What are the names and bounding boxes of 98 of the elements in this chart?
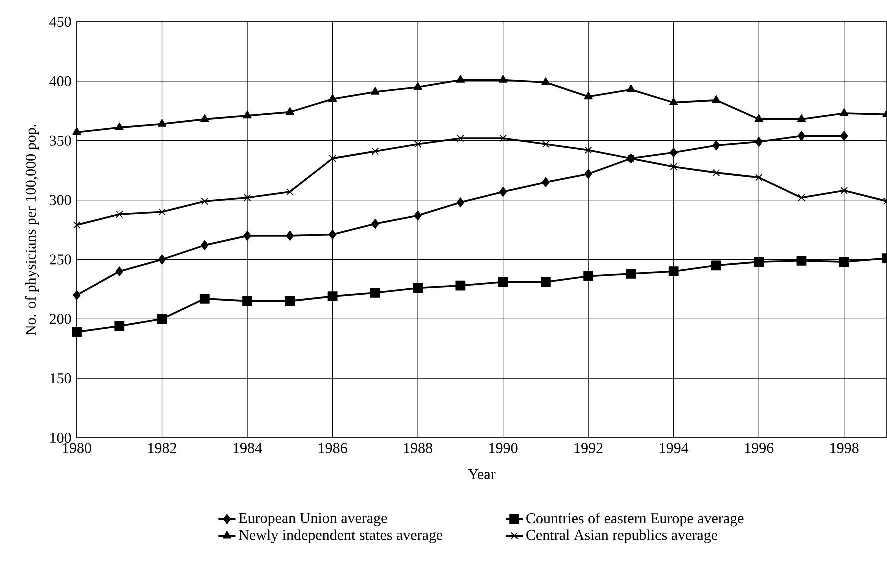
x-tick-label: 1980 [63, 443, 92, 454]
y-tick-label: 100 [50, 432, 72, 444]
x-tick-label: 1982 [148, 443, 176, 454]
point [456, 198, 465, 208]
point [200, 294, 210, 304]
point [498, 75, 508, 83]
point [541, 277, 551, 288]
point [584, 271, 594, 282]
point [584, 92, 593, 100]
point [414, 82, 422, 90]
point [839, 257, 850, 268]
point [584, 146, 592, 154]
point [499, 187, 508, 197]
point [798, 131, 806, 142]
point [244, 230, 252, 241]
point [456, 75, 466, 83]
point [200, 114, 210, 122]
point [328, 230, 337, 240]
point [243, 110, 252, 119]
y-tick-label: 200 [50, 314, 72, 324]
y-tick-label: 250 [50, 254, 72, 265]
legend-label: Newly independent states average [239, 530, 443, 544]
x-tick-label: 1990 [490, 443, 518, 454]
point [670, 148, 678, 158]
point [626, 269, 636, 279]
point [668, 266, 679, 277]
point [244, 194, 252, 202]
point [328, 292, 338, 302]
x-tick-label: 1994 [660, 443, 689, 454]
point [498, 277, 508, 288]
point [371, 87, 380, 95]
point [840, 131, 848, 142]
point [798, 194, 806, 202]
point [414, 140, 422, 148]
point [669, 98, 678, 106]
x-axis-title: Year [468, 470, 496, 480]
point [116, 210, 124, 218]
point [712, 95, 721, 104]
point [73, 222, 81, 229]
point [73, 290, 81, 300]
point [542, 178, 550, 188]
point [840, 108, 849, 116]
y-tick-label: 300 [50, 195, 72, 206]
point [157, 314, 168, 324]
legend-label: Countries of eastern Europe average [526, 512, 744, 527]
point [370, 288, 380, 298]
point [158, 208, 166, 216]
point [584, 169, 592, 180]
y-axis-title: No. of physicians per 100,000 pop. [25, 124, 40, 336]
point [158, 254, 166, 265]
point [413, 283, 424, 294]
point [797, 114, 806, 122]
legend-label: Central Asian republics average [526, 530, 718, 544]
point [755, 137, 763, 147]
point [712, 260, 722, 271]
point [201, 240, 209, 250]
point [670, 163, 678, 171]
y-tick-label: 350 [50, 136, 72, 146]
point [72, 327, 82, 338]
point [328, 94, 338, 102]
x-tick-label: 1996 [745, 443, 774, 454]
point [372, 219, 380, 229]
x-tick-label: 1992 [574, 443, 603, 454]
y-tick-label: 450 [50, 16, 72, 28]
point [840, 187, 848, 194]
point [754, 114, 764, 122]
y-tick-label: 400 [50, 76, 72, 86]
point [329, 155, 336, 162]
point [542, 78, 550, 86]
point [626, 84, 636, 92]
point [457, 134, 464, 142]
point [286, 107, 295, 116]
point [500, 134, 507, 142]
point [201, 198, 209, 206]
point [286, 188, 294, 196]
point [286, 230, 294, 241]
y-tick-label: 150 [50, 374, 72, 384]
point [372, 148, 380, 156]
point [114, 321, 125, 332]
x-tick-label: 1988 [404, 443, 432, 454]
point [542, 140, 550, 148]
point [456, 280, 466, 291]
point [242, 296, 252, 306]
x-tick-label: 1986 [319, 443, 348, 454]
legend-label: European Union average [239, 513, 388, 526]
x-tick-label: 1998 [830, 443, 859, 454]
point [72, 128, 82, 136]
point [285, 296, 296, 306]
point [115, 122, 124, 130]
point [712, 140, 720, 151]
point [712, 169, 720, 177]
point [116, 266, 124, 277]
x-tick-label: 1984 [234, 443, 262, 454]
point [754, 257, 764, 268]
point [158, 119, 167, 127]
point [796, 256, 807, 266]
point [414, 210, 422, 221]
point [755, 174, 763, 182]
